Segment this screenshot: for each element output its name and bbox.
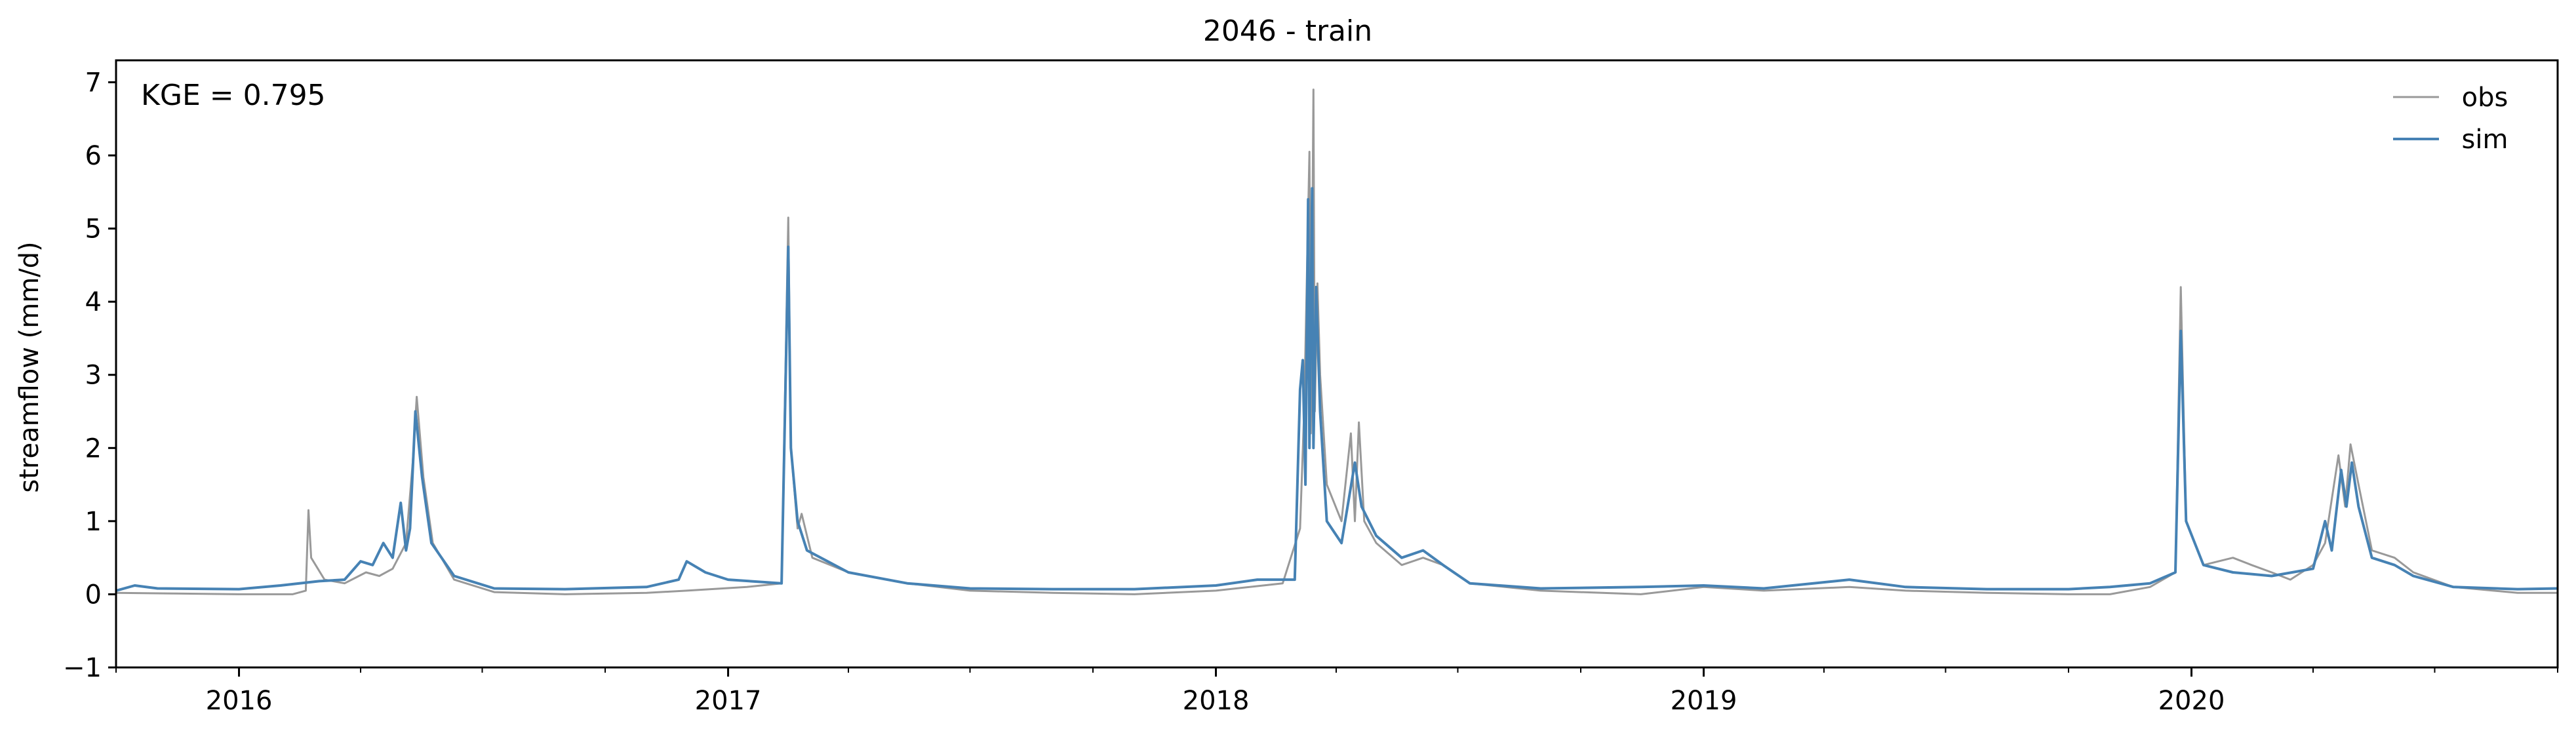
legend: obs sim: [2393, 83, 2508, 155]
y-axis-ticks: −1 0 1 2 3 4 5 6 7: [63, 68, 116, 683]
kge-annotation: KGE = 0.795: [141, 79, 326, 112]
series-line-obs: [116, 89, 2558, 595]
legend-label-sim: sim: [2462, 125, 2508, 155]
series-line-sim: [116, 187, 2558, 592]
y-tick-label: 0: [85, 580, 102, 610]
y-tick-label: 5: [85, 214, 102, 245]
x-axis-ticks: 2016 2017 2018 2019 2020: [115, 667, 2558, 716]
y-tick-label: 7: [85, 68, 102, 98]
y-tick-label: 4: [85, 287, 102, 317]
x-tick-label: 2020: [2158, 686, 2225, 716]
x-tick-label: 2019: [1671, 686, 1737, 716]
chart-title: 2046 - train: [1203, 14, 1372, 48]
x-tick-label: 2016: [206, 686, 273, 716]
series-layer: [116, 89, 2558, 595]
y-tick-label: 3: [85, 361, 102, 391]
x-tick-label: 2017: [695, 686, 762, 716]
x-tick-label: 2018: [1183, 686, 1250, 716]
y-axis-label: streamflow (mm/d): [14, 241, 45, 492]
y-tick-label: −1: [63, 653, 102, 683]
plot-frame: [115, 59, 2559, 669]
legend-label-obs: obs: [2462, 83, 2508, 113]
y-tick-label: 1: [85, 507, 102, 537]
y-tick-label: 6: [85, 141, 102, 171]
y-tick-label: 2: [85, 433, 102, 464]
